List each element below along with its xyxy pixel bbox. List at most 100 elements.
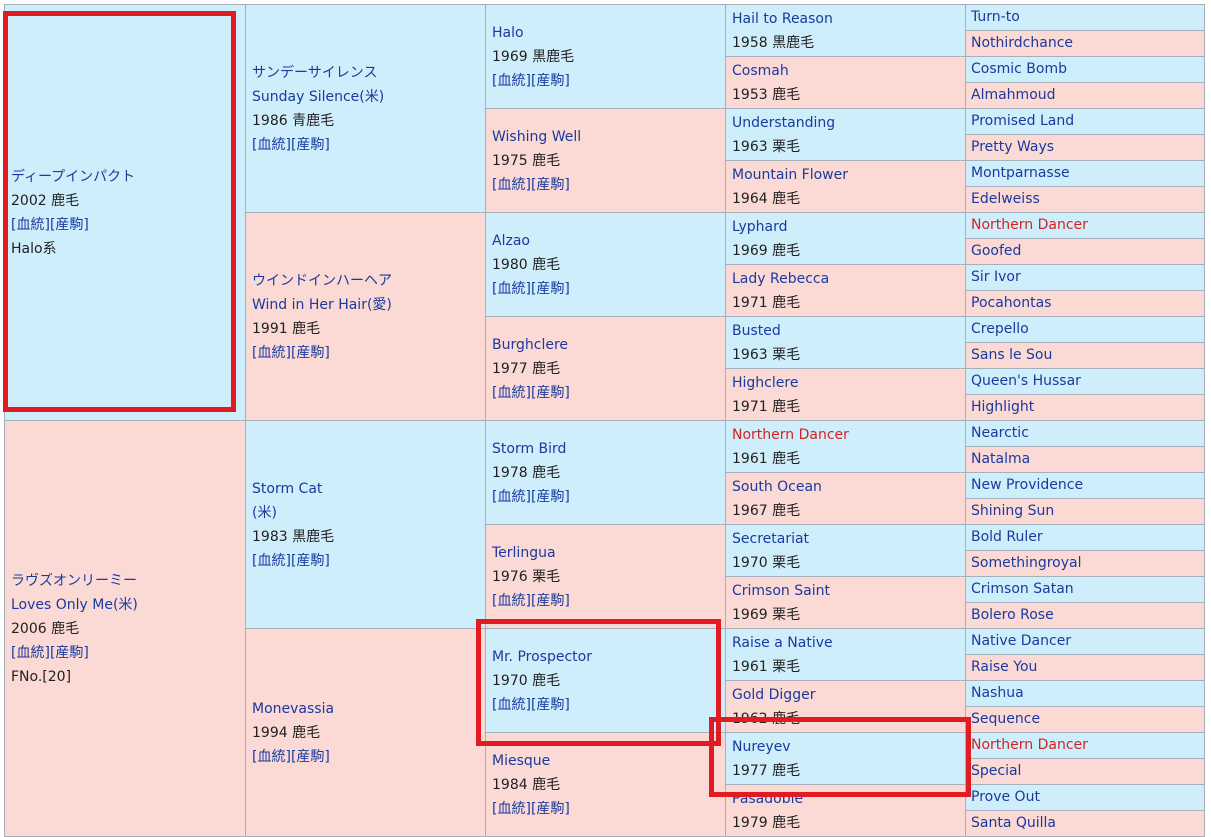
offspring-link[interactable]: [産駒] — [49, 644, 89, 661]
horse-name-alt-link[interactable]: Sunday Silence(米) — [252, 88, 385, 105]
offspring-link[interactable]: [産駒] — [290, 136, 330, 153]
pedigree-link[interactable]: [血統] — [492, 280, 531, 297]
offspring-link[interactable]: [産駒] — [530, 384, 570, 401]
horse-name: Crimson Satan — [971, 577, 1204, 601]
horse-meta: 1970 鹿毛 — [492, 669, 725, 693]
birth-year-color: 1971 鹿毛 — [732, 295, 801, 311]
pedigree-link[interactable]: [血統] — [492, 176, 531, 193]
horse-name-link[interactable]: Highclere — [732, 375, 799, 391]
horse-name-link[interactable]: Sans le Sou — [971, 347, 1053, 363]
horse-name-alt-link[interactable]: Loves Only Me(米) — [11, 596, 138, 613]
horse-name-link[interactable]: Sir Ivor — [971, 269, 1021, 285]
horse-name-link[interactable]: Mr. Prospector — [492, 648, 592, 665]
horse-name-link[interactable]: Somethingroyal — [971, 555, 1082, 571]
birth-year-color: 1967 鹿毛 — [732, 503, 801, 519]
horse-name-link[interactable]: Shining Sun — [971, 503, 1055, 519]
horse-name-link[interactable]: Northern Dancer — [971, 217, 1088, 233]
horse-name-link[interactable]: Almahmoud — [971, 87, 1056, 103]
pedigree-link[interactable]: [血統] — [492, 800, 531, 817]
pedigree-link[interactable]: [血統] — [252, 136, 291, 153]
offspring-link[interactable]: [産駒] — [530, 592, 570, 609]
horse-name-link[interactable]: Native Dancer — [971, 633, 1072, 649]
pedigree-link[interactable]: [血統] — [252, 344, 291, 361]
horse-name-link[interactable]: New Providence — [971, 477, 1084, 493]
horse-name-link[interactable]: Crimson Satan — [971, 581, 1074, 597]
offspring-link[interactable]: [産駒] — [290, 552, 330, 569]
horse-name-link[interactable]: Bold Ruler — [971, 529, 1043, 545]
offspring-link[interactable]: [産駒] — [530, 72, 570, 89]
horse-name-link[interactable]: Pretty Ways — [971, 139, 1055, 155]
horse-name-link[interactable]: Wishing Well — [492, 128, 582, 145]
horse-name-link[interactable]: Nureyev — [732, 739, 791, 755]
horse-name-alt-link[interactable]: Wind in Her Hair(愛) — [252, 296, 392, 313]
horse-name-link[interactable]: Lyphard — [732, 219, 788, 235]
horse-name-link[interactable]: Natalma — [971, 451, 1031, 467]
horse-name-link[interactable]: Secretariat — [732, 531, 810, 547]
horse-name-link[interactable]: サンデーサイレンス — [252, 64, 378, 81]
horse-name-link[interactable]: Pocahontas — [971, 295, 1052, 311]
horse-name-link[interactable]: Nearctic — [971, 425, 1029, 441]
horse-name-link[interactable]: Promised Land — [971, 113, 1075, 129]
pedigree-link[interactable]: [血統] — [492, 592, 531, 609]
horse-name-link[interactable]: Burghclere — [492, 336, 569, 353]
horse-name-link[interactable]: Crepello — [971, 321, 1029, 337]
horse-name: Sir Ivor — [971, 265, 1204, 289]
horse-name-link[interactable]: Nashua — [971, 685, 1024, 701]
horse-name-link[interactable]: ラヴズオンリーミー — [11, 572, 137, 589]
pedigree-cell-col3-3: Burghclere 1977 鹿毛 [血統][産駒] — [485, 316, 726, 421]
horse-name-link[interactable]: Highlight — [971, 399, 1035, 415]
pedigree-link[interactable]: [血統] — [492, 696, 531, 713]
horse-name-link[interactable]: Gold Digger — [732, 687, 816, 703]
pedigree-link[interactable]: [血統] — [252, 552, 291, 569]
horse-name-link[interactable]: ウインドインハーヘア — [252, 272, 392, 289]
horse-name-link[interactable]: Hail to Reason — [732, 11, 833, 27]
horse-name-link[interactable]: South Ocean — [732, 479, 822, 495]
horse-name-link[interactable]: Busted — [732, 323, 781, 339]
offspring-link[interactable]: [産駒] — [530, 176, 570, 193]
horse-name-link[interactable]: Sequence — [971, 711, 1041, 727]
horse-name-link[interactable]: Goofed — [971, 243, 1022, 259]
horse-name-link[interactable]: Edelweiss — [971, 191, 1040, 207]
horse-name-link[interactable]: Storm Cat — [252, 480, 323, 497]
offspring-link[interactable]: [産駒] — [530, 280, 570, 297]
horse-name-link[interactable]: Monevassia — [252, 700, 335, 717]
pedigree-link[interactable]: [血統] — [492, 72, 531, 89]
horse-name-link[interactable]: Halo — [492, 24, 524, 41]
offspring-link[interactable]: [産駒] — [530, 696, 570, 713]
horse-name-link[interactable]: Raise a Native — [732, 635, 833, 651]
horse-name-link[interactable]: Cosmah — [732, 63, 789, 79]
offspring-link[interactable]: [産駒] — [49, 216, 89, 233]
horse-name-link[interactable]: Mountain Flower — [732, 167, 848, 183]
horse-name-link[interactable]: Understanding — [732, 115, 836, 131]
pedigree-link[interactable]: [血統] — [11, 216, 50, 233]
horse-name-link[interactable]: Bolero Rose — [971, 607, 1054, 623]
offspring-link[interactable]: [産駒] — [530, 800, 570, 817]
horse-name-alt-link[interactable]: (米) — [252, 504, 277, 521]
horse-name-link[interactable]: Santa Quilla — [971, 815, 1056, 831]
horse-name-link[interactable]: Miesque — [492, 752, 551, 769]
horse-name-link[interactable]: Alzao — [492, 232, 530, 249]
horse-name-link[interactable]: Storm Bird — [492, 440, 567, 457]
offspring-link[interactable]: [産駒] — [290, 748, 330, 765]
horse-name-link[interactable]: Nothirdchance — [971, 35, 1074, 51]
offspring-link[interactable]: [産駒] — [290, 344, 330, 361]
horse-name-link[interactable]: Special — [971, 763, 1022, 779]
horse-name-link[interactable]: Raise You — [971, 659, 1038, 675]
horse-name-link[interactable]: Pasadoble — [732, 791, 804, 807]
horse-name-link[interactable]: Cosmic Bomb — [971, 61, 1068, 77]
horse-name-link[interactable]: Prove Out — [971, 789, 1040, 805]
horse-name-link[interactable]: Montparnasse — [971, 165, 1070, 181]
horse-name-link[interactable]: Northern Dancer — [971, 737, 1088, 753]
horse-name-link[interactable]: Crimson Saint — [732, 583, 830, 599]
pedigree-link[interactable]: [血統] — [11, 644, 50, 661]
offspring-link[interactable]: [産駒] — [530, 488, 570, 505]
horse-name-link[interactable]: Queen's Hussar — [971, 373, 1081, 389]
horse-name-link[interactable]: Terlingua — [492, 544, 556, 561]
pedigree-link[interactable]: [血統] — [252, 748, 291, 765]
horse-name-link[interactable]: Turn-to — [971, 9, 1020, 25]
horse-name-link[interactable]: ディープインパクト — [11, 168, 136, 185]
horse-name-link[interactable]: Lady Rebecca — [732, 271, 830, 287]
pedigree-link[interactable]: [血統] — [492, 488, 531, 505]
horse-name-link[interactable]: Northern Dancer — [732, 427, 849, 443]
pedigree-link[interactable]: [血統] — [492, 384, 531, 401]
